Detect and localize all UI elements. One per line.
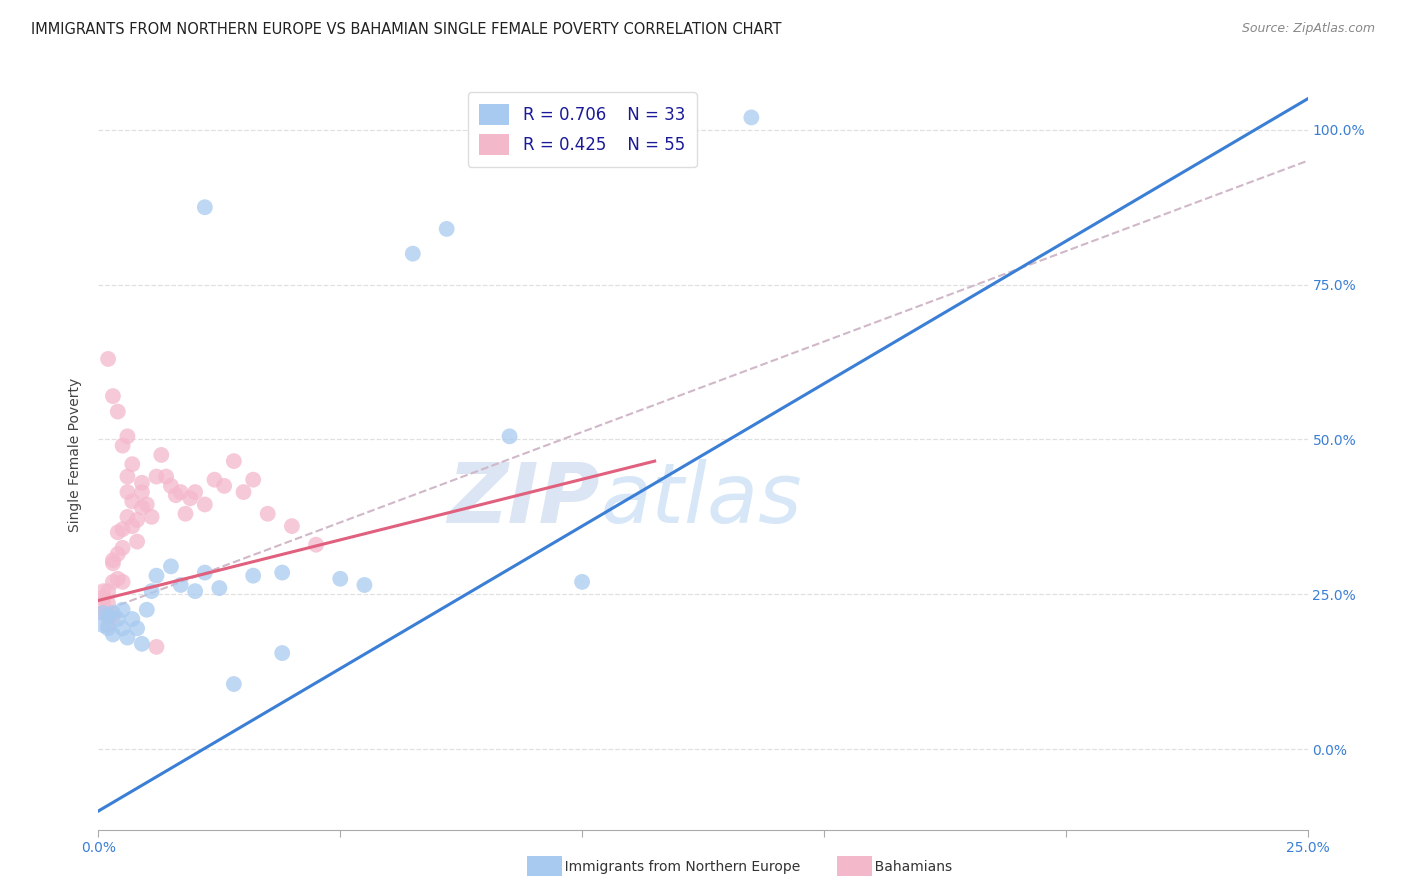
Point [101,574,124,589]
Point [121,612,143,626]
Point [111,603,134,617]
Point [222,454,245,468]
Point [232,485,254,500]
Point [145,568,167,582]
Point [184,485,207,500]
Point [91,618,114,632]
Point [131,500,153,515]
Point [242,568,264,582]
Point [169,578,191,592]
Text: Immigrants from Northern Europe: Immigrants from Northern Europe [534,860,800,874]
Point [111,541,134,555]
Point [212,479,235,493]
Point [97,608,120,623]
Point [101,556,124,570]
Point [222,677,245,691]
Point [141,509,163,524]
Point [101,606,124,620]
Point [740,111,762,125]
Point [131,475,153,490]
Point [117,631,139,645]
Legend: R = 0.706    N = 33, R = 0.425    N = 55: R = 0.706 N = 33, R = 0.425 N = 55 [468,93,696,167]
Point [111,621,134,635]
Point [305,538,328,552]
Point [194,498,217,512]
Y-axis label: Single Female Poverty: Single Female Poverty [69,378,83,532]
Point [91,584,114,599]
Point [107,404,129,418]
Point [91,606,114,620]
Point [160,559,183,574]
Point [155,469,177,483]
Point [353,578,375,592]
Point [150,448,173,462]
Point [111,522,134,536]
Text: IMMIGRANTS FROM NORTHERN EUROPE VS BAHAMIAN SINGLE FEMALE POVERTY CORRELATION CH: IMMIGRANTS FROM NORTHERN EUROPE VS BAHAM… [31,22,782,37]
Point [121,457,143,471]
Point [101,608,124,623]
Point [165,488,187,502]
Point [117,429,139,443]
Point [107,525,129,540]
Text: Bahamians: Bahamians [844,860,952,874]
Point [117,485,139,500]
Point [271,646,294,660]
Point [194,566,217,580]
Point [121,519,143,533]
Point [97,608,120,623]
Point [141,584,163,599]
Point [121,494,143,508]
Point [571,574,593,589]
Point [127,534,149,549]
Point [135,603,157,617]
Point [281,519,304,533]
Point [97,597,120,611]
Point [194,200,217,214]
Point [242,473,264,487]
Point [174,507,197,521]
Point [208,581,231,595]
Point [135,498,157,512]
Point [145,640,167,654]
Point [179,491,201,506]
Point [256,507,278,521]
Point [111,439,134,453]
Point [436,222,458,236]
Point [271,566,294,580]
Text: ZIP: ZIP [447,459,600,541]
Point [107,547,129,561]
Point [107,612,129,626]
Point [97,351,120,366]
Point [101,389,124,403]
Point [111,574,134,589]
Point [97,618,120,632]
Text: atlas: atlas [600,459,801,541]
Point [91,597,114,611]
Point [131,637,153,651]
Point [107,572,129,586]
Point [160,479,183,493]
Point [498,429,520,443]
Point [169,485,191,500]
Point [91,606,114,620]
Point [101,553,124,567]
Point [131,485,153,500]
Point [329,572,352,586]
Point [402,246,425,260]
Point [204,473,226,487]
Point [117,509,139,524]
Point [127,621,149,635]
Point [145,469,167,483]
Point [101,627,124,641]
Point [117,469,139,483]
Point [184,584,207,599]
Point [97,584,120,599]
Point [91,591,114,605]
Text: Source: ZipAtlas.com: Source: ZipAtlas.com [1241,22,1375,36]
Point [127,513,149,527]
Point [97,621,120,635]
